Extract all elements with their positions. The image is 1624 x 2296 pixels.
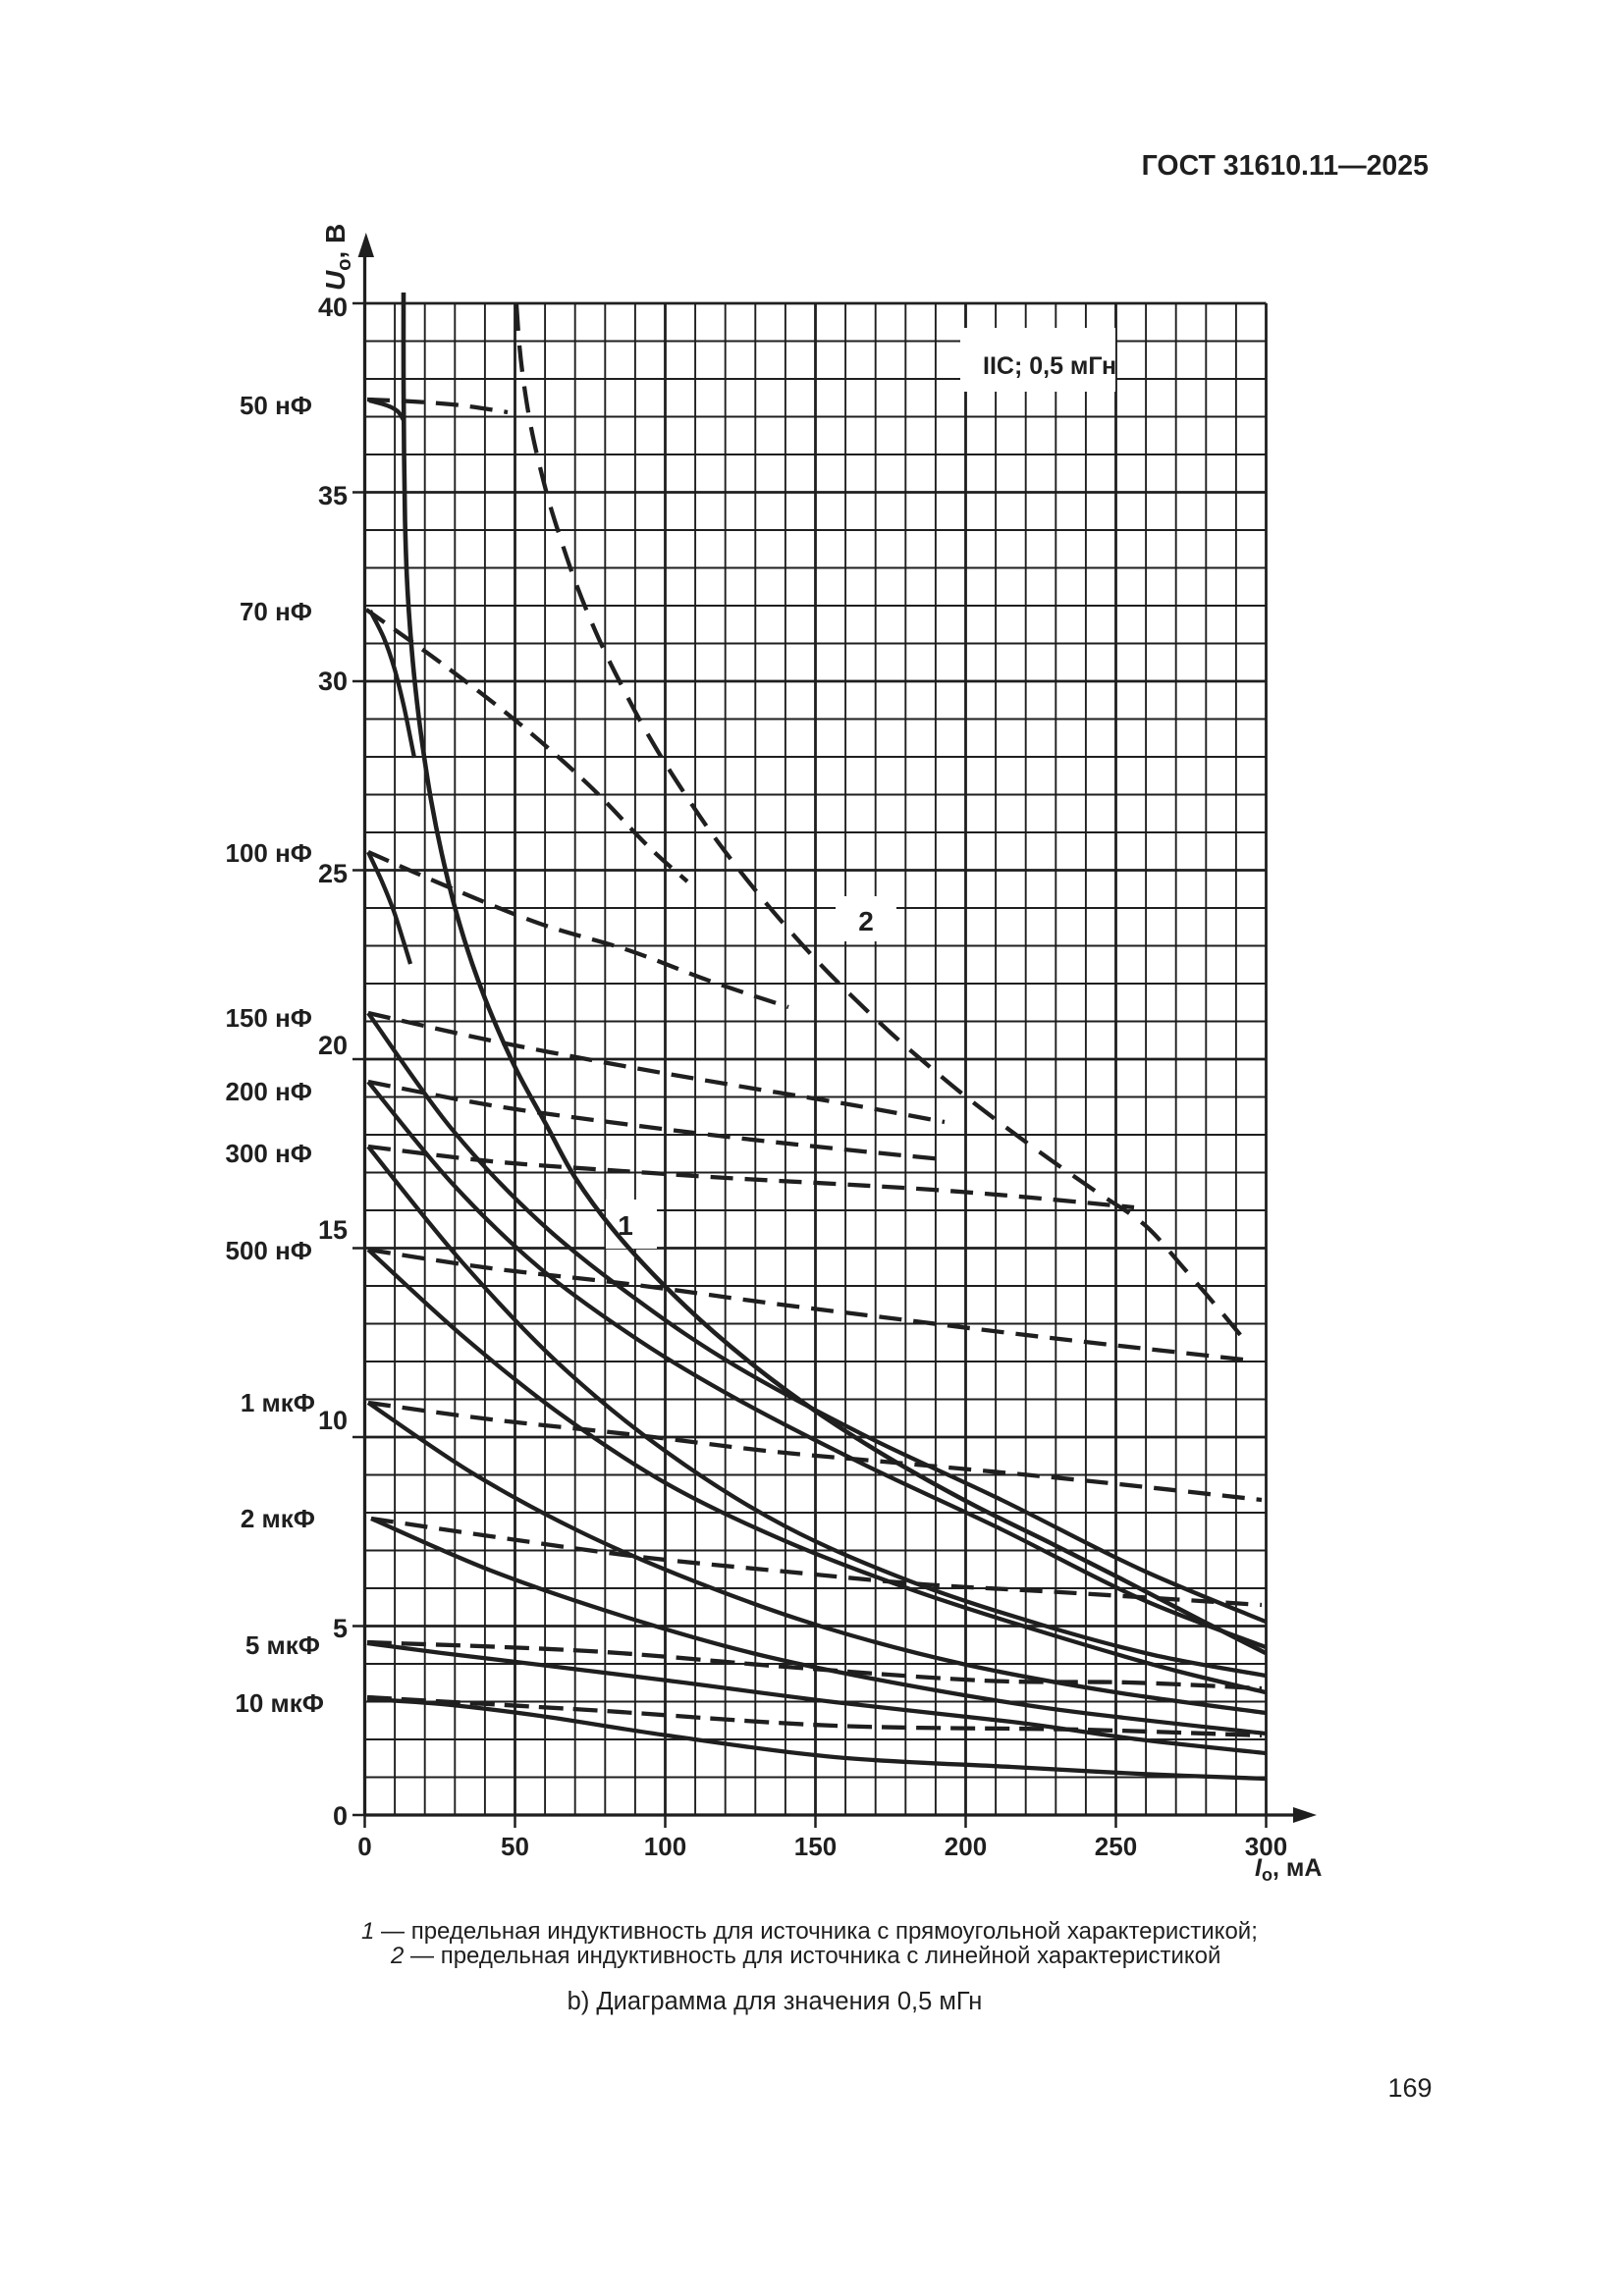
svg-text:50 нФ: 50 нФ — [240, 391, 312, 420]
svg-text:70 нФ: 70 нФ — [240, 597, 312, 626]
svg-text:2: 2 — [858, 906, 874, 936]
svg-text:2 мкФ: 2 мкФ — [241, 1504, 315, 1533]
svg-text:2 — предельная индуктивность д: 2 — предельная индуктивность для источни… — [390, 1943, 1220, 1969]
svg-text:10 мкФ: 10 мкФ — [235, 1688, 324, 1718]
svg-text:100: 100 — [644, 1832, 686, 1861]
svg-text:ГОСТ 31610.11—2025: ГОСТ 31610.11—2025 — [1142, 150, 1429, 182]
svg-text:150 нФ: 150 нФ — [226, 1003, 313, 1033]
svg-text:1 — предельная индуктивность д: 1 — предельная индуктивность для источни… — [361, 1918, 1258, 1945]
svg-text:5: 5 — [333, 1614, 348, 1643]
svg-text:Uo, В: Uo, В — [320, 224, 355, 291]
svg-text:35: 35 — [318, 481, 348, 510]
svg-text:30: 30 — [318, 667, 348, 696]
svg-text:Io, мА: Io, мА — [1255, 1854, 1322, 1885]
svg-text:200: 200 — [945, 1832, 987, 1861]
svg-text:150: 150 — [794, 1832, 837, 1861]
svg-text:15: 15 — [318, 1215, 348, 1245]
svg-text:500 нФ: 500 нФ — [226, 1236, 313, 1265]
svg-text:300: 300 — [1245, 1832, 1287, 1861]
svg-text:50: 50 — [501, 1832, 529, 1861]
svg-text:20: 20 — [318, 1031, 348, 1060]
svg-text:169: 169 — [1387, 2073, 1432, 2103]
svg-text:0: 0 — [357, 1832, 371, 1861]
svg-text:0: 0 — [333, 1801, 348, 1831]
svg-text:100 нФ: 100 нФ — [226, 838, 313, 868]
svg-text:40: 40 — [318, 293, 348, 322]
svg-text:1 мкФ: 1 мкФ — [241, 1388, 315, 1417]
svg-text:5 мкФ: 5 мкФ — [245, 1630, 320, 1660]
svg-text:300 нФ: 300 нФ — [226, 1139, 313, 1168]
svg-text:b) Диаграмма для значения 0,5: b) Диаграмма для значения 0,5 мГн — [568, 1988, 983, 2015]
svg-text:10: 10 — [318, 1406, 348, 1435]
svg-text:250: 250 — [1095, 1832, 1137, 1861]
svg-text:25: 25 — [318, 859, 348, 888]
svg-text:200 нФ: 200 нФ — [226, 1077, 313, 1106]
svg-text:1: 1 — [618, 1210, 633, 1241]
svg-text:IIC; 0,5 мГн: IIC; 0,5 мГн — [983, 352, 1116, 380]
